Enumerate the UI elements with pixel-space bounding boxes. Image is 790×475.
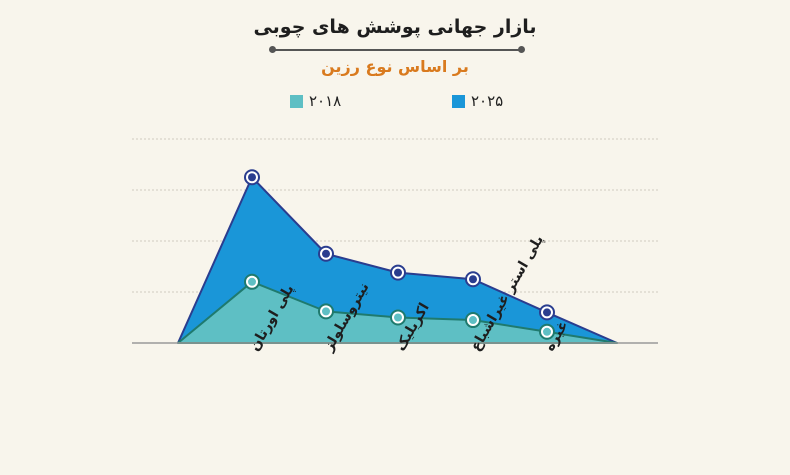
data-point xyxy=(394,268,402,277)
data-point xyxy=(394,313,402,322)
legend-label-2025: ۲۰۲۵ xyxy=(471,92,504,110)
data-point xyxy=(543,308,551,317)
legend-swatch-2018 xyxy=(290,94,303,108)
legend-item-2018[interactable]: ۲۰۱۸ xyxy=(290,92,341,110)
data-point xyxy=(469,275,477,284)
legend-item-2025[interactable]: ۲۰۲۵ xyxy=(452,92,503,110)
data-point xyxy=(322,307,330,316)
chart-subtitle: بر اساس نوع رزین xyxy=(321,57,469,76)
legend-label-2018: ۲۰۱۸ xyxy=(309,92,342,110)
divider-dot-left xyxy=(269,46,276,53)
data-point xyxy=(322,249,330,258)
data-point xyxy=(248,277,256,286)
data-point xyxy=(469,316,477,325)
area-series-1 xyxy=(177,280,618,344)
legend-swatch-2025 xyxy=(452,94,465,108)
chart-title: بازار جهانی پوشش های چوبی xyxy=(253,16,537,38)
data-point xyxy=(543,327,551,336)
divider-dot-right xyxy=(518,46,525,53)
data-point xyxy=(248,173,256,182)
title-divider xyxy=(272,49,522,51)
